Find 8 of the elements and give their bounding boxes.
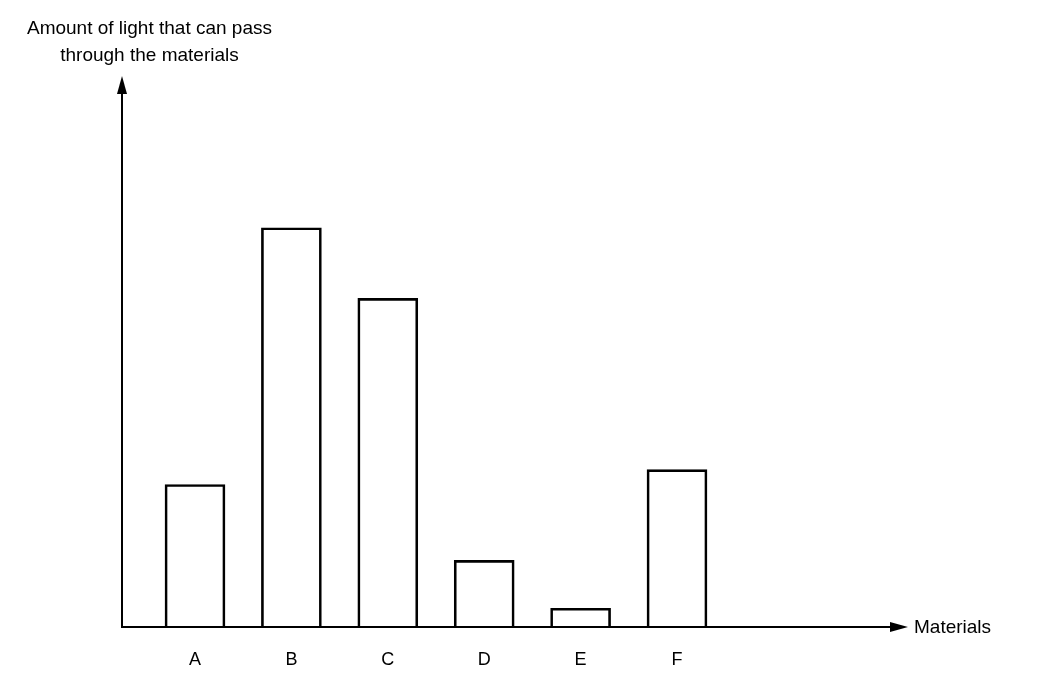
x-tick-label: C — [381, 648, 395, 669]
x-tick-label: F — [671, 648, 683, 669]
text: Amount of light that can pass through the materials — [25, 16, 273, 67]
x-tick-label: A — [188, 648, 202, 669]
x-tick-label: D — [477, 648, 491, 669]
x-tick-label: E — [574, 648, 587, 669]
text: Materials — [914, 616, 992, 638]
x-tick-label: B — [285, 648, 298, 669]
